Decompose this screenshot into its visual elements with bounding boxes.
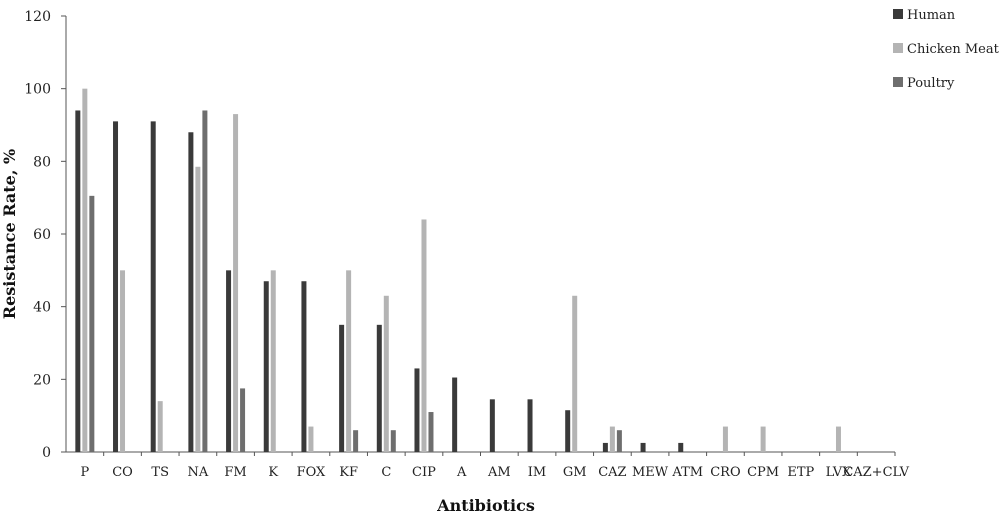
y-axis-ticks: 0 20 40 60 80 100 120 bbox=[24, 9, 66, 461]
x-tick-label: KF bbox=[339, 465, 358, 480]
bar-human bbox=[339, 324, 345, 452]
bar-chicken-meat bbox=[609, 426, 615, 452]
x-tick-label: ETP bbox=[787, 465, 814, 480]
x-tick-label: IM bbox=[528, 465, 546, 480]
bar-human bbox=[489, 399, 495, 452]
x-tick-label: CIP bbox=[412, 465, 436, 480]
x-tick-label: K bbox=[268, 465, 278, 480]
bar-chicken-meat bbox=[346, 270, 352, 452]
bar-chicken-meat bbox=[572, 295, 578, 452]
bar-human bbox=[602, 442, 608, 452]
bar-chicken-meat bbox=[233, 114, 239, 452]
bar-human bbox=[263, 281, 269, 452]
bar-human bbox=[640, 442, 646, 452]
bar-chicken-meat bbox=[760, 426, 766, 452]
x-tick-label: CAZ bbox=[598, 465, 626, 480]
bar-human bbox=[226, 270, 232, 452]
bar-human bbox=[376, 324, 382, 452]
x-tick-label: CO bbox=[112, 465, 133, 480]
bar-poultry bbox=[240, 388, 246, 452]
y-tick-label: 0 bbox=[42, 445, 51, 461]
bar-human bbox=[188, 132, 194, 452]
bar-chicken-meat bbox=[157, 401, 163, 452]
bar-chicken-meat bbox=[383, 295, 389, 452]
bar-human bbox=[678, 442, 684, 452]
bar-human bbox=[565, 410, 571, 452]
bar-human bbox=[113, 121, 119, 452]
bar-chicken-meat bbox=[421, 219, 427, 452]
bar-human bbox=[527, 399, 533, 452]
y-tick-label: 80 bbox=[33, 154, 51, 170]
bar-poultry bbox=[428, 412, 434, 452]
x-tick-label: FOX bbox=[297, 465, 326, 480]
x-tick-label: A bbox=[456, 465, 467, 480]
x-tick-label: GM bbox=[563, 465, 587, 480]
bar-chicken-meat bbox=[722, 426, 728, 452]
x-tick-label: NA bbox=[188, 465, 209, 480]
x-tick-label: CPM bbox=[747, 465, 779, 480]
x-tick-label: TS bbox=[151, 465, 169, 480]
bar-human bbox=[414, 368, 420, 452]
y-tick-label: 40 bbox=[33, 300, 51, 316]
bar-poultry bbox=[353, 430, 359, 452]
x-tick-label: AM bbox=[487, 465, 511, 480]
x-tick-label: P bbox=[80, 465, 89, 480]
y-tick-label: 20 bbox=[33, 372, 51, 388]
bar-poultry bbox=[616, 430, 622, 452]
y-tick-label: 100 bbox=[24, 82, 51, 98]
y-tick-label: 120 bbox=[24, 9, 51, 25]
legend-swatch bbox=[893, 9, 903, 19]
x-tick-label: FM bbox=[224, 465, 246, 480]
bar-poultry bbox=[202, 110, 208, 452]
x-tick-label: C bbox=[381, 465, 391, 480]
bar-chicken-meat bbox=[195, 166, 201, 453]
bar-chicken-meat bbox=[308, 426, 314, 452]
bar-human bbox=[301, 281, 307, 452]
legend-swatch bbox=[893, 77, 903, 87]
x-axis-title: Antibiotics bbox=[436, 496, 535, 515]
bar-chicken-meat bbox=[835, 426, 841, 452]
legend: Human Chicken Meat Poultry bbox=[893, 8, 1000, 91]
bar-human bbox=[150, 121, 156, 452]
bar-chicken-meat bbox=[120, 270, 126, 452]
x-tick-label: MEW bbox=[632, 465, 669, 480]
bar-human bbox=[75, 110, 81, 452]
x-axis-labels: P CO TS NA FM K FOX KF C CIP A AM IM GM CAZ MEW ATM CRO CP… bbox=[80, 452, 910, 480]
x-tick-label: LVX bbox=[826, 465, 852, 480]
x-tick-label: CAZ+CLV bbox=[843, 465, 909, 480]
x-tick-label: CRO bbox=[710, 465, 740, 480]
y-axis-title: Resistance Rate, % bbox=[0, 149, 19, 319]
x-tick-label: ATM bbox=[671, 465, 703, 480]
bars bbox=[75, 88, 841, 453]
bar-human bbox=[452, 377, 458, 452]
legend-label: Chicken Meat bbox=[907, 42, 1000, 57]
bar-poultry bbox=[89, 195, 95, 452]
bar-chicken-meat bbox=[270, 270, 276, 452]
legend-label: Human bbox=[907, 8, 956, 23]
legend-swatch bbox=[893, 43, 903, 53]
bar-chicken-meat bbox=[82, 88, 88, 453]
y-tick-label: 60 bbox=[33, 227, 51, 243]
legend-label: Poultry bbox=[907, 76, 955, 91]
bar-poultry bbox=[390, 430, 396, 452]
